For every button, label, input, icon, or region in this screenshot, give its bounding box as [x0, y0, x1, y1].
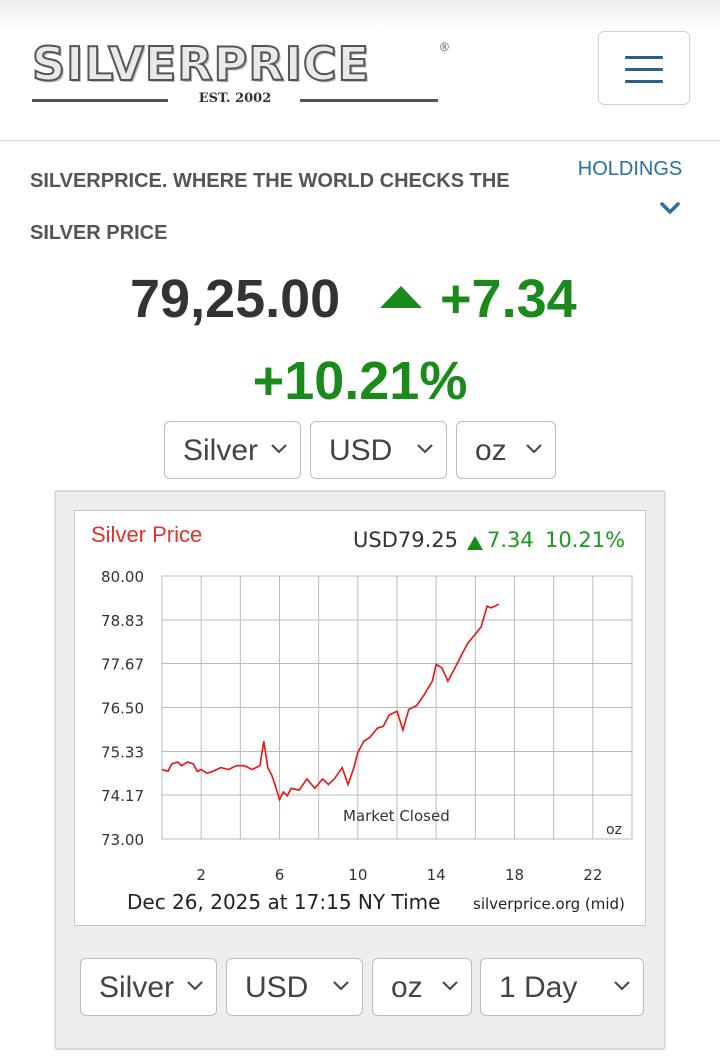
- chart-metal-select[interactable]: Silver: [80, 958, 217, 1016]
- price-series-line: [161, 603, 500, 802]
- x-tick-label: 2: [196, 866, 206, 884]
- logo[interactable]: SILVERPRICE ® EST. 2002: [30, 37, 450, 110]
- chart-unit-select-value: oz: [391, 971, 423, 1004]
- y-tick-label: 80.00: [101, 568, 144, 586]
- x-tick-label: 18: [505, 866, 524, 884]
- x-tick-label: 14: [427, 866, 446, 884]
- chart-currency-select-value: USD: [245, 971, 309, 1004]
- logo-established: EST. 2002: [198, 91, 272, 106]
- chart-svg: 80.00 78.83 77.67 76.50 75.33 74.17 73.00 2 6 10…: [91, 522, 633, 914]
- chart-title: Silver Price: [91, 522, 202, 547]
- chart-metal-select-value: Silver: [99, 971, 175, 1004]
- logo-wordmark: SILVERPRICE: [31, 37, 371, 91]
- chart-source: silverprice.org (mid): [473, 895, 625, 913]
- logo-rule-left: [32, 99, 168, 102]
- y-tick-label: 73.00: [101, 831, 144, 849]
- price-summary: 79,25.00 +7.34: [0, 264, 720, 334]
- hamburger-menu-icon: [625, 56, 663, 59]
- chevron-down-icon: [614, 981, 630, 991]
- price-chart: 80.00 78.83 77.67 76.50 75.33 74.17 73.00 2 6 10…: [74, 510, 646, 926]
- chevron-down-icon[interactable]: [659, 198, 681, 218]
- chart-summary-change: 7.34: [487, 528, 534, 552]
- chevron-down-icon: [442, 981, 458, 991]
- chart-summary-price: USD79.25: [353, 528, 458, 552]
- currency-select-value: USD: [329, 434, 393, 467]
- market-status: Market Closed: [343, 807, 450, 825]
- x-tick-label: 22: [583, 866, 602, 884]
- chevron-down-icon: [417, 444, 433, 454]
- metal-select-value: Silver: [183, 434, 259, 467]
- chart-timestamp: Dec 26, 2025 at 17:15 NY Time: [127, 890, 440, 914]
- site-tagline: SILVERPRICE. WHERE THE WORLD CHECKS THE …: [30, 170, 510, 244]
- logo-registered-mark: ®: [440, 40, 449, 54]
- y-tick-label: 75.33: [101, 743, 144, 761]
- y-tick-label: 74.17: [101, 787, 144, 805]
- chart-currency-select[interactable]: USD: [226, 958, 363, 1016]
- x-axis-ticks: 2 6 10 14 18 22: [196, 866, 602, 884]
- currency-select[interactable]: USD: [310, 421, 447, 479]
- metal-select[interactable]: Silver: [164, 421, 301, 479]
- menu-button[interactable]: [598, 31, 690, 105]
- x-tick-label: 10: [348, 866, 367, 884]
- chevron-down-icon: [271, 444, 287, 454]
- chevron-down-icon: [526, 444, 542, 454]
- y-tick-label: 77.67: [101, 656, 144, 674]
- price-change-percent: +10.21%: [252, 351, 468, 411]
- x-tick-label: 6: [275, 866, 285, 884]
- holdings-link[interactable]: HOLDINGS: [577, 158, 683, 180]
- triangle-up-icon: [380, 286, 422, 308]
- y-axis-ticks: 80.00 78.83 77.67 76.50 75.33 74.17 73.00: [101, 568, 144, 849]
- logo-rule-right: [300, 99, 438, 102]
- chart-unit-label: oz: [606, 822, 622, 838]
- y-tick-label: 76.50: [101, 700, 144, 718]
- hamburger-bar: [625, 68, 663, 71]
- unit-select-value: oz: [475, 434, 507, 467]
- current-price: 79,25.00: [130, 269, 341, 329]
- status-strip: [0, 0, 720, 30]
- chevron-down-icon: [333, 981, 349, 991]
- price-change: +7.34: [440, 269, 577, 329]
- triangle-up-icon: [467, 536, 483, 550]
- unit-select[interactable]: oz: [456, 421, 556, 479]
- chevron-down-icon: [187, 981, 203, 991]
- site-header: SILVERPRICE ® EST. 2002: [0, 0, 720, 141]
- chart-summary-percent: 10.21%: [545, 528, 625, 552]
- hamburger-bar: [625, 80, 663, 83]
- chart-grid: [161, 575, 633, 840]
- chart-range-select[interactable]: 1 Day: [480, 958, 644, 1016]
- chart-range-select-value: 1 Day: [499, 971, 578, 1004]
- y-tick-label: 78.83: [101, 612, 144, 630]
- chart-unit-select[interactable]: oz: [372, 958, 472, 1016]
